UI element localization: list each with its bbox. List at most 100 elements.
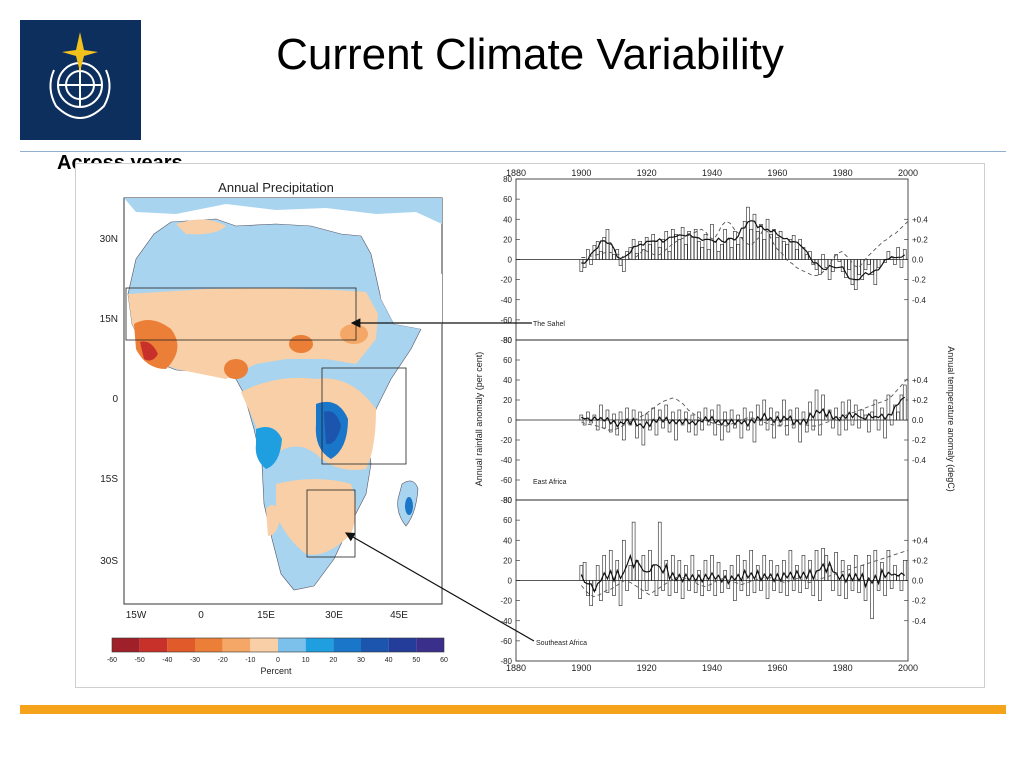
y-tick-label: 0: [508, 256, 513, 265]
rainfall-bar: [821, 254, 825, 260]
timeseries-x-tick-bottom: 1900: [571, 663, 591, 673]
rainfall-bar: [860, 409, 865, 421]
rainfall-bar: [850, 580, 855, 591]
rainfall-bar: [808, 401, 812, 421]
rainfall-bar: [899, 394, 904, 421]
colorbar-tick-label: 10: [302, 657, 310, 664]
sahel-field: [128, 288, 378, 379]
rainfall-bar: [671, 555, 675, 581]
rainfall-bar: [860, 259, 865, 280]
timeseries-x-tick-bottom: 1920: [637, 663, 657, 673]
rainfall-bar: [605, 580, 610, 593]
sudan-dry-spot: [340, 324, 368, 344]
rainfall-bar: [736, 244, 740, 260]
rainfall-bar: [589, 580, 593, 606]
rainfall-bar: [873, 259, 878, 285]
rainfall-bar: [720, 580, 724, 593]
rainfall-bar: [886, 394, 891, 421]
rainfall-bar: [782, 560, 786, 581]
rainfall-bar: [713, 241, 718, 260]
rainfall-bar: [804, 419, 809, 433]
y2-tick-label: -0.4: [912, 296, 926, 305]
rainfall-bar: [651, 407, 655, 421]
rainfall-bar: [644, 237, 649, 260]
y2-tick-label: +0.2: [912, 556, 928, 565]
rainfall-bar: [788, 409, 793, 421]
rainfall-bar: [661, 239, 665, 260]
colorbar-tick-label: 30: [357, 657, 365, 664]
rainfall-bar: [716, 251, 721, 260]
rainfall-bar: [693, 419, 698, 436]
rainfall-bar: [687, 580, 691, 591]
y-tick-label: -80: [500, 657, 512, 666]
rainfall-bar: [733, 231, 737, 260]
rainfall-bar: [739, 580, 744, 591]
rainfall-bar: [785, 580, 789, 596]
panel-the-sahel: 80 60 40 20 0 -20 -40 -60 -80 +0.4 +0.2 0.0 -0.2 -0.4: [500, 175, 928, 345]
sahel-region-box: [125, 287, 357, 341]
y-tick-label: 20: [503, 396, 512, 405]
colorbar-swatch: [222, 638, 251, 652]
rainfall-bar: [873, 399, 878, 421]
rainfall-bar: [605, 409, 610, 421]
y-tick-label: -20: [500, 597, 512, 606]
colorbar-swatch: [361, 638, 389, 652]
rainfall-bar: [795, 407, 799, 421]
rainfall-bar: [883, 419, 887, 439]
colorbar-swatch: [167, 638, 195, 652]
wmo-logo: [20, 20, 141, 140]
rainfall-bar: [814, 389, 819, 421]
rainfall-bar: [622, 419, 626, 441]
map-x-tick: 45E: [390, 610, 408, 621]
rainfall-bar: [762, 239, 767, 260]
panel-east-africa: 80 60 40 20 0 -20 -40 -60 -80 +0.4 +0.2 0.0 -0.2 -0.4: [500, 336, 928, 505]
rainfall-bar: [804, 580, 809, 589]
rainfall-bar: [677, 560, 682, 581]
west-africa-dry-spot: [224, 359, 248, 379]
timeseries-x-tick-bottom: 1880: [506, 663, 526, 673]
timeseries-x-tick-top: 1920: [637, 168, 657, 178]
rainfall-bar: [599, 251, 603, 260]
rainfall-bar: [602, 555, 606, 581]
map-x-tick: 15W: [126, 610, 147, 621]
rainfall-bar: [622, 259, 626, 272]
rainfall-bar: [641, 555, 646, 581]
rainfall-bar: [674, 419, 678, 441]
y-tick-label: -40: [500, 296, 512, 305]
rainfall-smoothed-line: [581, 220, 906, 281]
rainfall-bar: [762, 399, 767, 421]
rainfall-bar: [788, 550, 793, 581]
rainfall-bar: [844, 419, 848, 431]
rainfall-bar: [667, 580, 672, 596]
rainfall-bar: [769, 234, 773, 260]
rainfall-bar: [635, 419, 639, 439]
timeseries-x-tick-top: 1900: [571, 168, 591, 178]
madagascar-wet-spot: [405, 497, 413, 515]
north-coast-field: [176, 219, 226, 235]
rainfall-bar: [608, 550, 613, 581]
east-africa-wettest: [324, 411, 341, 445]
precipitation-map: Annual Precipitation: [100, 180, 448, 676]
rainfall-bar: [759, 223, 763, 260]
colorbar-tick-label: 0: [276, 657, 280, 664]
temperature-dashed-line: [581, 377, 909, 431]
rainfall-bar: [834, 407, 838, 421]
southeast-africa-region-box: [306, 489, 356, 558]
rainfall-bar: [899, 259, 904, 268]
rainfall-bar: [876, 580, 881, 591]
rainfall-bar: [834, 552, 838, 581]
rainfall-bar: [648, 550, 652, 581]
rainfall-bar: [831, 259, 835, 272]
rainfall-bar: [726, 239, 731, 260]
rainfall-bar: [814, 550, 819, 581]
rainfall-bar: [612, 413, 616, 421]
panel-southeast-africa: 80 60 40 20 0 -20 -40 -60 -80 +0.4 +0.2 0.0 -0.2 -0.4: [500, 496, 928, 666]
rainfall-bar: [579, 565, 584, 581]
timeseries-x-tick-top: 1940: [702, 168, 722, 178]
rainfall-timeseries: 1880 1880 1900 1900 1920 1920 1940 1940 1960 1960…: [500, 168, 928, 673]
y-tick-label: 0: [508, 577, 513, 586]
un-emblem-icon: [49, 32, 111, 119]
rainfall-bar: [827, 565, 832, 581]
colorbar: [111, 637, 445, 653]
rainfall-bar: [595, 241, 600, 260]
